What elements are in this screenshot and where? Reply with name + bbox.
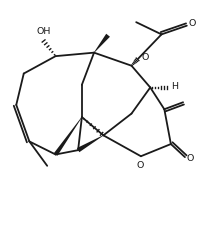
Polygon shape xyxy=(94,34,110,53)
Text: O: O xyxy=(187,154,194,163)
Text: O: O xyxy=(142,53,149,62)
Polygon shape xyxy=(77,135,104,152)
Text: OH: OH xyxy=(36,27,51,36)
Text: H: H xyxy=(171,82,178,91)
Polygon shape xyxy=(54,117,82,156)
Text: O: O xyxy=(189,19,196,28)
Text: O: O xyxy=(136,161,143,170)
